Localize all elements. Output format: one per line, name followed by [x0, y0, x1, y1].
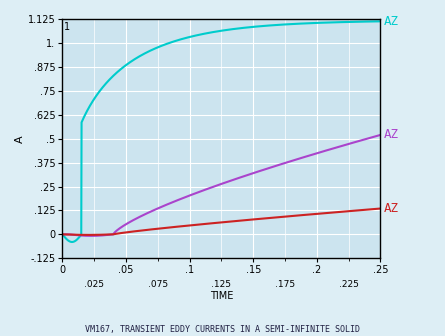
Text: VM167, TRANSIENT EDDY CURRENTS IN A SEMI-INFINITE SOLID: VM167, TRANSIENT EDDY CURRENTS IN A SEMI…: [85, 325, 360, 334]
Text: 1: 1: [64, 22, 70, 32]
Text: AZ: AZ: [384, 15, 399, 28]
Text: AZ: AZ: [384, 202, 399, 215]
X-axis label: TIME: TIME: [210, 291, 233, 301]
Text: AZ: AZ: [384, 128, 399, 141]
Y-axis label: A: A: [15, 135, 25, 142]
